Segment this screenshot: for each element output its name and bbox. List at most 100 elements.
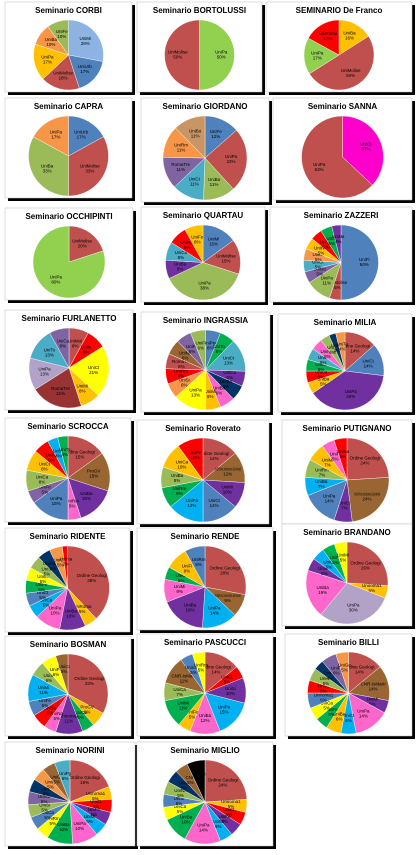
- slice-label: UniNa: [60, 557, 73, 562]
- slice-value-label: 5%: [38, 587, 45, 592]
- slice-label: UniSi: [179, 378, 190, 383]
- slice-label: UniRoma: [73, 604, 92, 609]
- slice-value-label: 2%: [63, 562, 70, 567]
- slice-value-label: 8%: [79, 389, 86, 394]
- slice-value-label: 5%: [86, 819, 93, 824]
- slice-value-label: 18%: [59, 76, 68, 81]
- slice-value-label: 6%: [345, 718, 352, 723]
- slice-label: UniFi: [196, 340, 207, 345]
- slice-label: UniMolise: [216, 254, 236, 259]
- slice-label: UniRm: [46, 816, 60, 821]
- slice-value-label: 8%: [72, 344, 79, 349]
- slice-label: UniBa: [44, 706, 57, 711]
- slice-label: Ordine Geologi: [65, 449, 95, 454]
- slice-value-label: 5%: [50, 566, 57, 571]
- slice-value-label: 6%: [207, 394, 214, 399]
- slice-value-label: 8%: [41, 467, 48, 472]
- slice-label: UniNa: [174, 788, 187, 793]
- pie-slice: [32, 225, 106, 299]
- chart-title: Seminario BRANDANO: [303, 528, 391, 537]
- slice-label: UniCt: [221, 675, 233, 680]
- slice-value-label: 9%: [224, 598, 231, 603]
- slice-label: Ordine Geologi: [350, 456, 380, 461]
- pie-slice: [175, 115, 206, 159]
- slice-label: UniRm: [321, 349, 335, 354]
- slice-value-label: 37%: [361, 147, 370, 152]
- slice-label: UniMi: [367, 696, 379, 701]
- slice-value-label: 5%: [324, 354, 331, 359]
- chart-title: Seminario Roverato: [165, 424, 241, 433]
- slice-label: UniCt: [58, 664, 70, 669]
- pie-slice: [204, 545, 247, 595]
- slice-value-label: 8%: [174, 478, 181, 483]
- slice-value-label: 38%: [200, 285, 209, 290]
- chart-panel: Seminario GIORDANOUniFe12%UniPa22%UniBa1…: [140, 97, 272, 205]
- slice-value-label: 6%: [223, 384, 230, 389]
- slice-value-label: 6%: [178, 364, 185, 369]
- slice-label: UniCa: [174, 804, 187, 809]
- slice-value-label: 13%: [45, 352, 54, 357]
- slice-label: UniMolise: [80, 163, 100, 168]
- slice-label: UniCt: [189, 176, 201, 181]
- slice-value-label: 9%: [176, 589, 183, 594]
- slice-value-label: 10%: [46, 42, 55, 47]
- pie-slice: [184, 224, 204, 263]
- slice-label: UniFe: [35, 582, 48, 587]
- pie-slice: [67, 653, 109, 714]
- slice-value-label: 10%: [223, 489, 232, 494]
- slice-value-label: 5%: [44, 572, 51, 577]
- slice-label: Uniroma1: [362, 583, 382, 588]
- slice-value-label: 4%: [61, 452, 68, 457]
- chart-title: Seminario FURLANETTO: [22, 314, 117, 323]
- slice-value-label: 5%: [334, 285, 341, 290]
- slice-label: UniPa: [49, 606, 62, 611]
- slice-value-label: 6%: [62, 776, 69, 781]
- slice-value-label: 5%: [228, 804, 235, 809]
- slice-label: UniBa: [80, 491, 93, 496]
- slice-value-label: 50%: [217, 55, 226, 60]
- slice-value-label: 28%: [81, 41, 90, 46]
- slice-value-label: 50%: [173, 55, 182, 60]
- slice-value-label: 13%: [224, 360, 233, 365]
- slice-label: UniUrb: [78, 64, 93, 69]
- slice-value-label: 7%: [176, 692, 183, 697]
- pie-slice: [192, 651, 206, 694]
- slice-value-label: 5%: [369, 701, 376, 706]
- slice-label: Ordine Geologi: [340, 344, 370, 349]
- slice-value-label: 13%: [191, 392, 200, 397]
- pie-slice: [305, 570, 348, 615]
- slice-value-label: 10%: [57, 34, 66, 39]
- slice-value-label: 17%: [51, 134, 60, 139]
- slice-value-label: 21%: [89, 370, 98, 375]
- slice-label: UniBa: [180, 815, 193, 820]
- slice-value-label: 8%: [184, 245, 191, 250]
- slice-value-label: 8%: [177, 267, 184, 272]
- slice-label: UniTo: [320, 240, 332, 245]
- slice-label: UniNa: [179, 350, 192, 355]
- slice-value-label: 10%: [66, 614, 75, 619]
- slice-label: UniSi: [326, 236, 337, 241]
- slice-label: UniPa: [323, 494, 336, 499]
- slice-label: UniPa: [38, 367, 51, 372]
- slice-value-label: 22%: [226, 159, 235, 164]
- slice-value-label: 10%: [177, 464, 186, 469]
- slice-label: UniBa: [41, 163, 54, 168]
- slice-value-label: 8%: [83, 350, 90, 355]
- slice-label: UniFe: [326, 707, 339, 712]
- chart-title: Seminario MILIA: [314, 318, 377, 327]
- slice-label: UniPa: [311, 50, 324, 55]
- slice-label: UniPa: [186, 498, 199, 503]
- slice-value-label: 8%: [176, 491, 183, 496]
- slice-label: UniPa: [73, 821, 86, 826]
- slice-value-label: 5%: [79, 609, 86, 614]
- slice-value-label: 5%: [198, 668, 205, 673]
- pie-slice: [335, 331, 346, 372]
- slice-value-label: 5%: [69, 503, 76, 508]
- slice-value-label: 8%: [195, 562, 202, 567]
- slice-label: UniMolise: [53, 71, 73, 76]
- slice-value-label: 5%: [91, 812, 98, 817]
- slice-label: UniMi: [177, 701, 189, 706]
